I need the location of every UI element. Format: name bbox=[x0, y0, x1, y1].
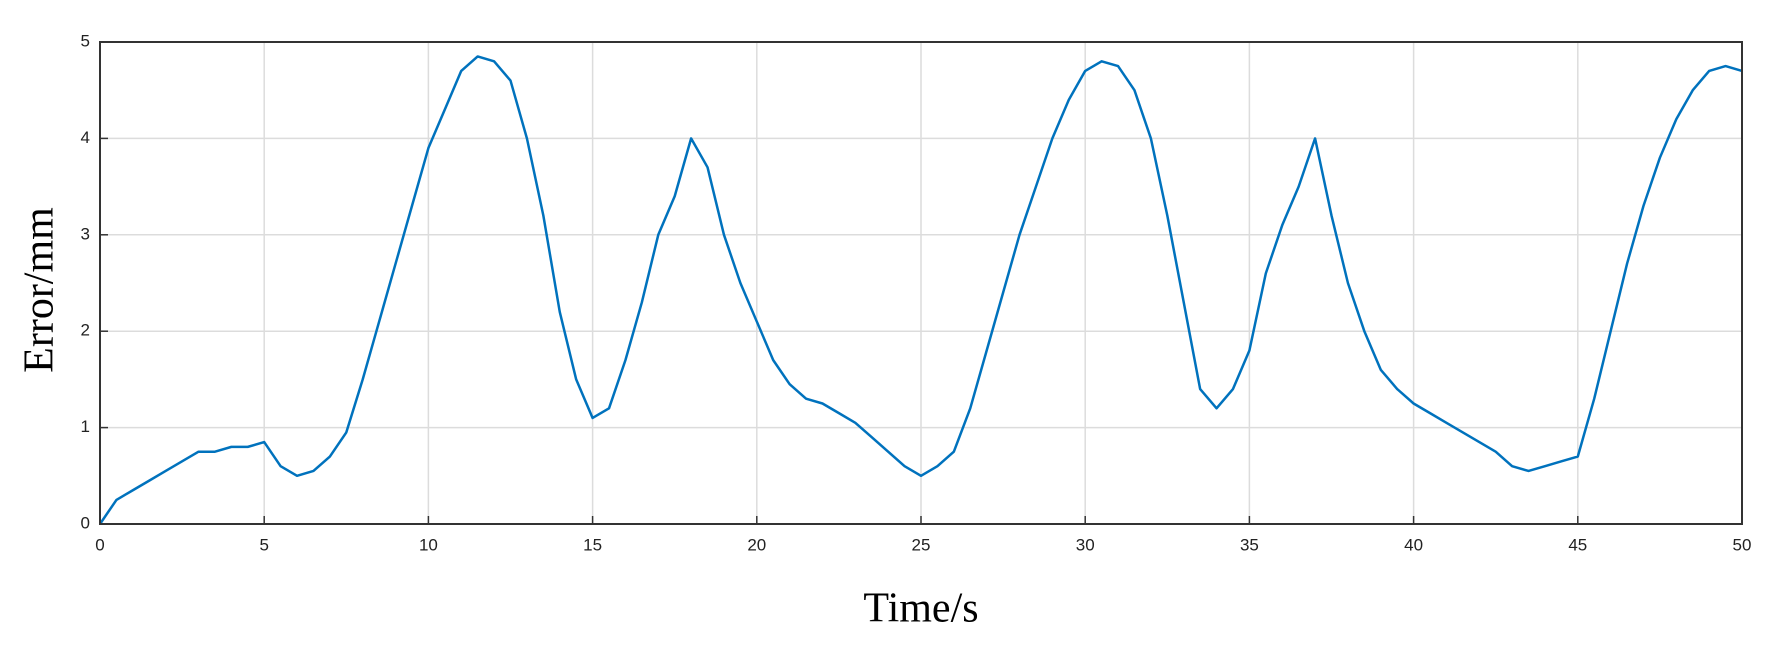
x-tick-label: 20 bbox=[747, 535, 766, 554]
y-tick-label: 5 bbox=[81, 31, 90, 50]
x-tick-label: 45 bbox=[1568, 535, 1587, 554]
y-tick-label: 0 bbox=[81, 513, 90, 532]
x-tick-label: 15 bbox=[583, 535, 602, 554]
x-tick-label: 0 bbox=[95, 535, 104, 554]
y-axis-label: Error/mm bbox=[17, 207, 63, 373]
y-tick-label: 2 bbox=[81, 321, 90, 340]
x-tick-label: 5 bbox=[259, 535, 268, 554]
x-tick-label: 35 bbox=[1240, 535, 1259, 554]
y-tick-label: 4 bbox=[81, 128, 90, 147]
y-tick-label: 1 bbox=[81, 417, 90, 436]
x-tick-label: 50 bbox=[1733, 535, 1752, 554]
x-tick-label: 25 bbox=[912, 535, 931, 554]
x-tick-label: 30 bbox=[1076, 535, 1095, 554]
axes-box bbox=[99, 41, 1743, 525]
y-tick-label: 3 bbox=[81, 224, 90, 243]
data-line bbox=[98, 55, 1743, 525]
x-tick-label: 10 bbox=[419, 535, 438, 554]
x-tick-label: 40 bbox=[1404, 535, 1423, 554]
x-axis-label: Time/s bbox=[863, 586, 978, 632]
